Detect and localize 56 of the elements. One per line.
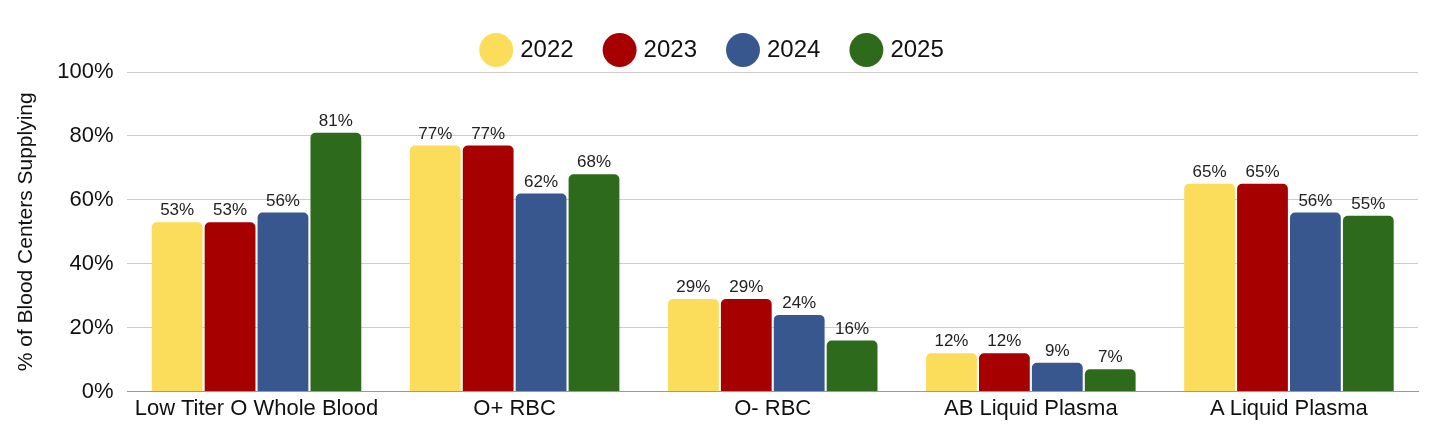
bar xyxy=(773,314,825,392)
data-label: 9% xyxy=(1045,341,1070,361)
bar xyxy=(515,193,567,392)
legend-label: 2024 xyxy=(767,34,821,62)
y-tick-label: 40% xyxy=(69,249,114,275)
bar xyxy=(257,212,309,392)
legend-label: 2022 xyxy=(520,34,574,62)
data-label: 16% xyxy=(835,318,870,338)
x-tick-label: Low Titer O Whole Blood xyxy=(134,394,379,420)
y-tick-label: 0% xyxy=(81,377,114,403)
bar xyxy=(667,298,719,392)
data-label: 55% xyxy=(1351,194,1386,214)
data-label: 24% xyxy=(782,293,817,313)
data-label: 77% xyxy=(471,123,506,143)
data-label: 65% xyxy=(1245,162,1280,182)
data-label: 29% xyxy=(676,277,711,297)
bar xyxy=(1184,183,1235,392)
y-tick-label: 60% xyxy=(69,185,114,211)
bar xyxy=(1031,362,1083,392)
data-label: 56% xyxy=(1298,190,1333,210)
legend-label: 2023 xyxy=(643,34,697,62)
bar xyxy=(926,353,977,392)
data-label: 68% xyxy=(576,152,612,172)
data-label: 12% xyxy=(987,331,1022,351)
data-label: 77% xyxy=(418,123,453,143)
legend-label: 2025 xyxy=(890,34,944,62)
data-label: 62% xyxy=(524,171,559,191)
y-tick-label: 20% xyxy=(69,313,114,339)
data-label: 53% xyxy=(213,200,248,220)
data-label: 65% xyxy=(1192,162,1227,182)
data-label: 53% xyxy=(160,200,195,220)
bar xyxy=(1084,369,1136,392)
data-label: 29% xyxy=(729,277,764,297)
x-tick-label: A Liquid Plasma xyxy=(1210,394,1369,420)
bar xyxy=(310,132,362,392)
x-tick-label: AB Liquid Plasma xyxy=(944,394,1119,420)
x-tick-label: O- RBC xyxy=(734,394,812,420)
bar xyxy=(1237,183,1288,392)
data-label: 12% xyxy=(934,331,969,351)
bar xyxy=(409,145,461,392)
bar xyxy=(978,353,1030,392)
bar xyxy=(826,340,878,392)
bar xyxy=(1342,215,1394,392)
y-axis-title: % of Blood Centers Supplying xyxy=(13,92,37,372)
bar xyxy=(720,298,772,392)
data-label: 7% xyxy=(1097,347,1123,367)
x-tick-label: O+ RBC xyxy=(473,394,556,420)
bar xyxy=(1290,212,1341,392)
bar xyxy=(462,145,514,392)
bar xyxy=(568,174,620,392)
y-tick-label: 100% xyxy=(57,58,114,84)
y-tick-label: 80% xyxy=(69,121,114,147)
bar xyxy=(151,222,203,392)
data-label: 81% xyxy=(318,110,353,130)
bar xyxy=(204,222,256,392)
data-label: 56% xyxy=(265,190,300,210)
